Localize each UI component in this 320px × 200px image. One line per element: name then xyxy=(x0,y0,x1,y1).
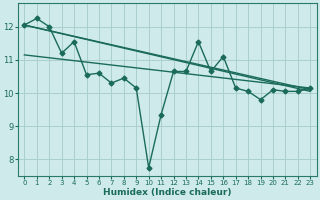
X-axis label: Humidex (Indice chaleur): Humidex (Indice chaleur) xyxy=(103,188,232,197)
